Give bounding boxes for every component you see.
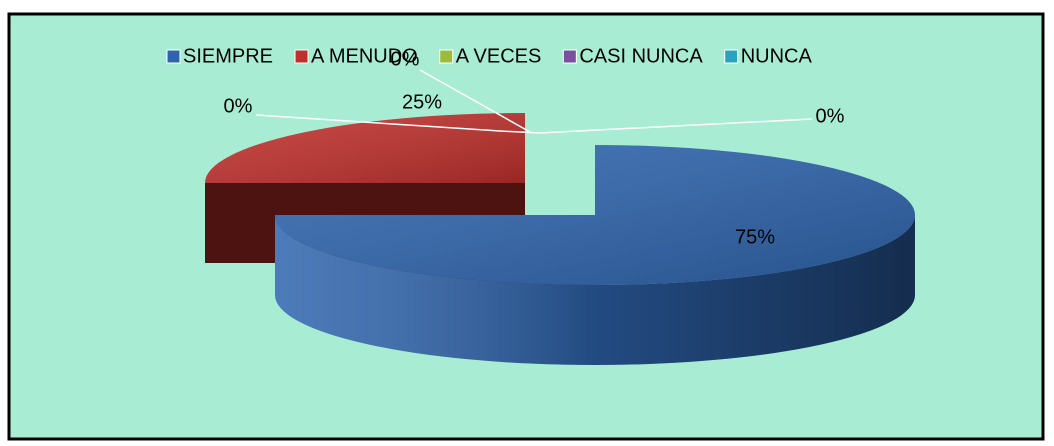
legend-label: A MENUDO xyxy=(311,45,418,67)
legend-label: NUNCA xyxy=(741,45,813,67)
leader-line xyxy=(255,114,541,134)
legend-swatch xyxy=(166,49,181,64)
data-label: 0% xyxy=(224,95,253,117)
data-label: 75% xyxy=(735,226,775,248)
leader-line xyxy=(539,118,813,134)
legend-label: SIEMPRE xyxy=(183,45,273,67)
legend-swatch xyxy=(724,49,739,64)
pie-slice-top-shade xyxy=(275,145,915,285)
data-label: 0% xyxy=(391,48,420,70)
pie-slice-side-shade xyxy=(275,215,915,365)
legend-label: A VECES xyxy=(456,45,542,67)
legend-label: CASI NUNCA xyxy=(579,45,703,67)
data-labels: 75% 25% 0% 0% 0% xyxy=(224,48,845,248)
leader-line xyxy=(419,69,531,133)
data-label: 0% xyxy=(816,105,845,127)
legend: SIEMPRE A MENUDO A VECES CASI NUNCA NUNCA xyxy=(166,45,813,67)
data-label: 25% xyxy=(402,91,442,113)
pie-slice xyxy=(275,145,915,365)
pie-slice-top-shade xyxy=(205,113,525,183)
legend-swatch xyxy=(562,49,577,64)
legend-swatch xyxy=(294,49,309,64)
legend-swatch xyxy=(439,49,454,64)
pie xyxy=(205,113,915,365)
